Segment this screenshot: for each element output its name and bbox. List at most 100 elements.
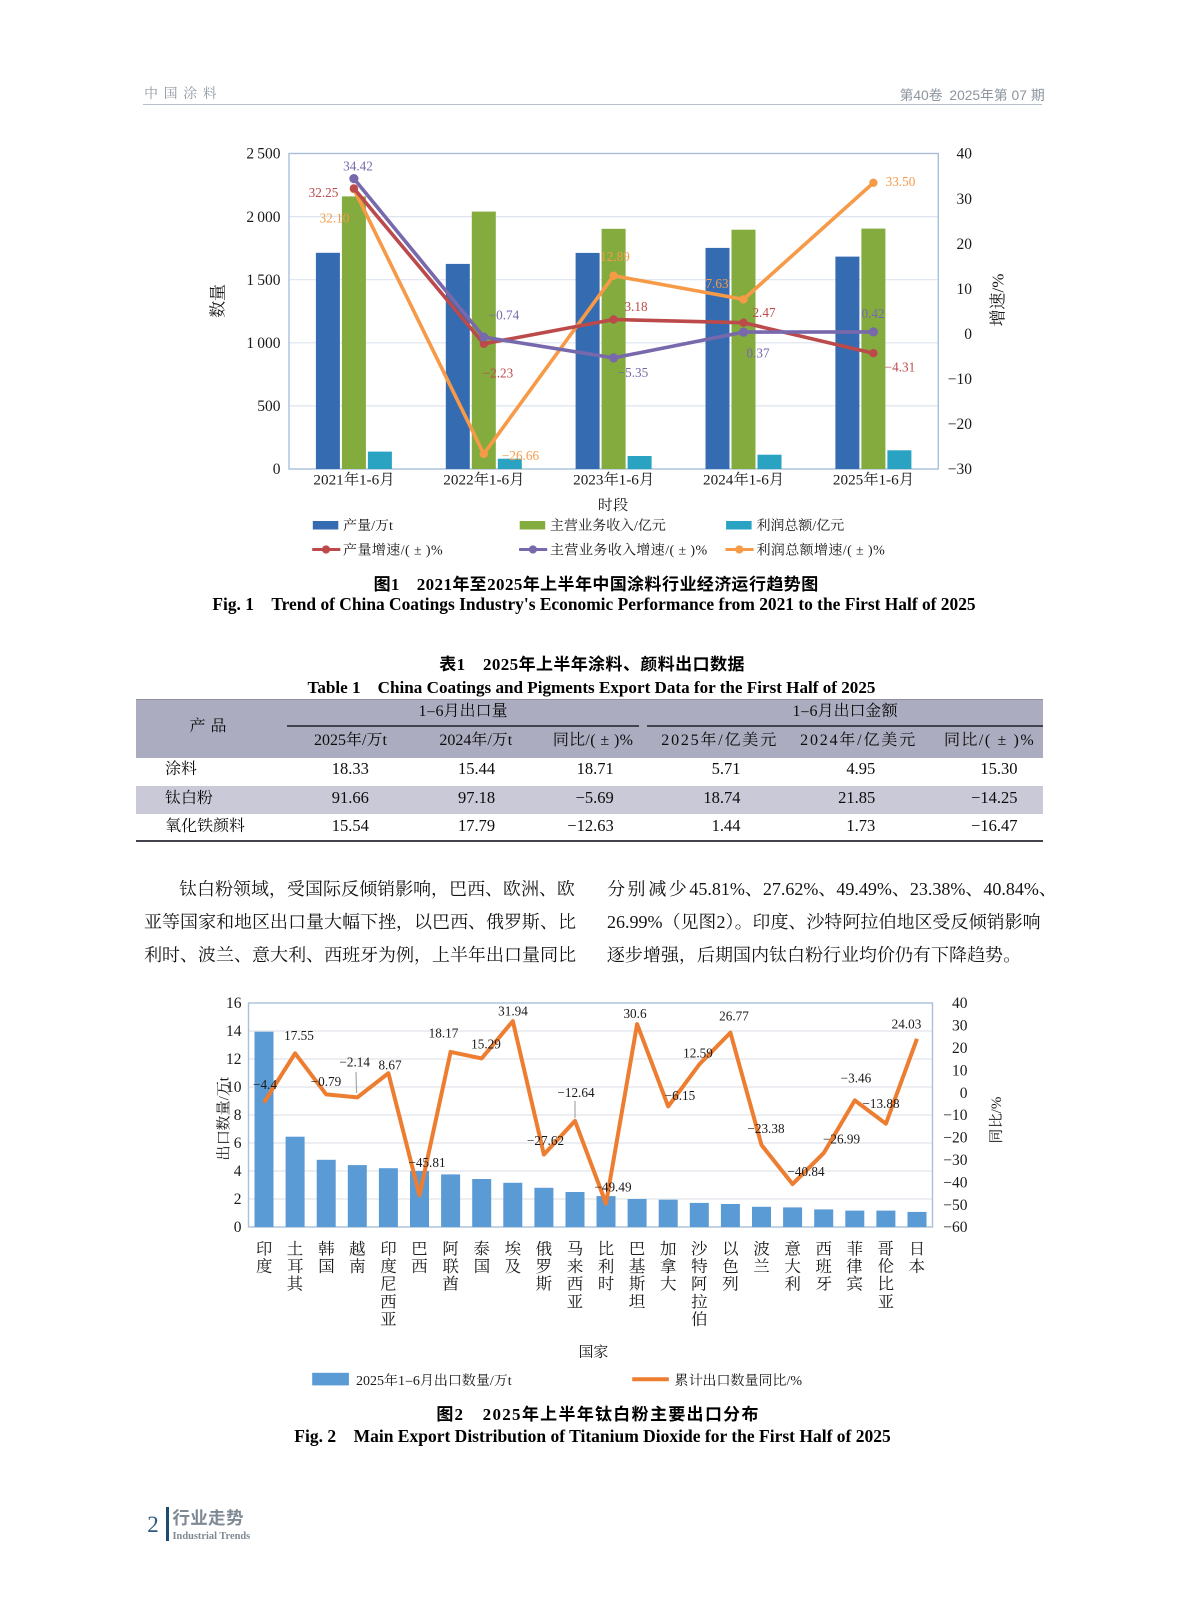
svg-text:亚: 亚 — [878, 1288, 895, 1312]
svg-text:26.77: 26.77 — [719, 1006, 749, 1025]
svg-text:班: 班 — [815, 1253, 832, 1277]
svg-text:2025年1-6月: 2025年1-6月 — [833, 469, 914, 490]
svg-text:牙: 牙 — [815, 1271, 832, 1295]
svg-text:罗: 罗 — [536, 1253, 553, 1277]
svg-text:−13.88: −13.88 — [862, 1093, 900, 1112]
svg-text:色: 色 — [722, 1253, 739, 1277]
svg-text:−45.81: −45.81 — [408, 1152, 445, 1171]
svg-text:国: 国 — [473, 1253, 490, 1277]
svg-text:−20: −20 — [943, 1126, 967, 1148]
svg-text:度: 度 — [380, 1253, 397, 1277]
svg-text:20: 20 — [957, 232, 973, 254]
svg-text:−2.23: −2.23 — [483, 363, 514, 382]
svg-text:8: 8 — [234, 1103, 242, 1125]
svg-text:−3.46: −3.46 — [841, 1068, 872, 1087]
svg-text:−40.84: −40.84 — [787, 1161, 825, 1180]
svg-text:特: 特 — [691, 1253, 708, 1277]
svg-text:1 500: 1 500 — [246, 268, 280, 290]
svg-text:2023年1-6月: 2023年1-6月 — [573, 469, 654, 490]
svg-text:耳: 耳 — [287, 1253, 304, 1277]
svg-text:土: 土 — [287, 1236, 304, 1260]
svg-text:31.94: 31.94 — [498, 1001, 528, 1020]
svg-text:俄: 俄 — [536, 1236, 553, 1260]
svg-text:加: 加 — [660, 1236, 677, 1260]
svg-text:2022年1-6月: 2022年1-6月 — [443, 469, 524, 490]
svg-text:12.59: 12.59 — [683, 1043, 713, 1062]
svg-text:500: 500 — [257, 394, 281, 416]
svg-text:律: 律 — [847, 1253, 864, 1277]
svg-text:西: 西 — [411, 1253, 428, 1277]
svg-text:尼: 尼 — [380, 1271, 397, 1295]
svg-text:巴: 巴 — [411, 1236, 428, 1260]
svg-text:以: 以 — [722, 1236, 739, 1260]
svg-text:埃: 埃 — [505, 1236, 522, 1260]
svg-text:−10: −10 — [948, 367, 972, 389]
svg-text:−23.38: −23.38 — [747, 1118, 785, 1137]
svg-text:国家: 国家 — [578, 1341, 608, 1362]
svg-text:亚: 亚 — [567, 1288, 584, 1312]
svg-text:24.03: 24.03 — [892, 1014, 922, 1033]
svg-text:波: 波 — [753, 1236, 770, 1260]
svg-text:越: 越 — [349, 1236, 366, 1260]
svg-text:产量/万t: 产量/万t — [343, 515, 393, 535]
svg-text:利: 利 — [784, 1271, 801, 1295]
svg-text:4: 4 — [234, 1159, 242, 1181]
svg-text:0: 0 — [964, 322, 972, 344]
svg-text:−4.31: −4.31 — [885, 357, 916, 376]
svg-text:2 000: 2 000 — [246, 205, 280, 227]
svg-text:比: 比 — [598, 1236, 615, 1260]
svg-text:2: 2 — [234, 1187, 242, 1209]
svg-text:利润总额增速/( ± )%: 利润总额增速/( ± )% — [756, 540, 885, 560]
svg-text:大: 大 — [784, 1253, 801, 1277]
svg-text:12.89: 12.89 — [600, 246, 630, 265]
svg-text:意: 意 — [784, 1236, 801, 1260]
svg-text:印: 印 — [380, 1236, 397, 1260]
svg-text:−30: −30 — [948, 457, 972, 479]
svg-text:30.6: 30.6 — [623, 1003, 646, 1022]
svg-text:南: 南 — [349, 1253, 366, 1277]
svg-text:−26.99: −26.99 — [823, 1129, 861, 1148]
svg-text:累计出口数量同比/%: 累计出口数量同比/% — [675, 1370, 803, 1390]
svg-text:日: 日 — [909, 1236, 926, 1260]
svg-text:10: 10 — [957, 277, 973, 299]
svg-text:本: 本 — [909, 1253, 926, 1277]
svg-text:−10: −10 — [943, 1103, 967, 1125]
svg-text:兰: 兰 — [753, 1253, 770, 1277]
svg-text:菲: 菲 — [847, 1236, 864, 1260]
svg-text:−20: −20 — [948, 412, 972, 434]
svg-text:40: 40 — [952, 991, 968, 1013]
svg-text:2.47: 2.47 — [752, 302, 775, 321]
svg-text:2024年1-6月: 2024年1-6月 — [703, 469, 784, 490]
svg-text:产量增速/( ± )%: 产量增速/( ± )% — [343, 540, 443, 560]
svg-text:同比/%: 同比/% — [985, 1097, 1006, 1144]
svg-text:西: 西 — [567, 1271, 584, 1295]
svg-text:西: 西 — [380, 1288, 397, 1312]
svg-text:−26.66: −26.66 — [502, 445, 540, 464]
svg-text:−27.62: −27.62 — [527, 1130, 564, 1149]
svg-text:33.50: 33.50 — [886, 171, 916, 190]
svg-text:−40: −40 — [943, 1170, 967, 1192]
svg-text:−49.49: −49.49 — [594, 1177, 632, 1196]
svg-text:印: 印 — [256, 1236, 273, 1260]
svg-text:−2.14: −2.14 — [339, 1052, 370, 1071]
svg-text:−60: −60 — [943, 1215, 967, 1237]
svg-text:增速/%: 增速/% — [984, 274, 1009, 327]
svg-text:利: 利 — [598, 1253, 615, 1277]
svg-text:2 500: 2 500 — [246, 142, 280, 164]
svg-text:列: 列 — [722, 1271, 739, 1295]
svg-text:−0.79: −0.79 — [311, 1071, 342, 1090]
svg-text:−30: −30 — [943, 1148, 967, 1170]
svg-text:拉: 拉 — [691, 1288, 708, 1312]
svg-text:时段: 时段 — [598, 494, 628, 515]
svg-text:−4.4: −4.4 — [253, 1074, 277, 1093]
svg-text:阿: 阿 — [691, 1271, 708, 1295]
svg-text:阿: 阿 — [442, 1236, 459, 1260]
svg-text:斯: 斯 — [629, 1271, 646, 1295]
svg-text:30: 30 — [957, 187, 973, 209]
svg-text:15.29: 15.29 — [471, 1034, 501, 1053]
svg-text:−6.15: −6.15 — [665, 1085, 696, 1104]
svg-text:2021年1-6月: 2021年1-6月 — [313, 469, 394, 490]
svg-text:7.63: 7.63 — [705, 273, 728, 292]
svg-text:−5.35: −5.35 — [618, 362, 649, 381]
svg-text:哥: 哥 — [878, 1236, 895, 1260]
